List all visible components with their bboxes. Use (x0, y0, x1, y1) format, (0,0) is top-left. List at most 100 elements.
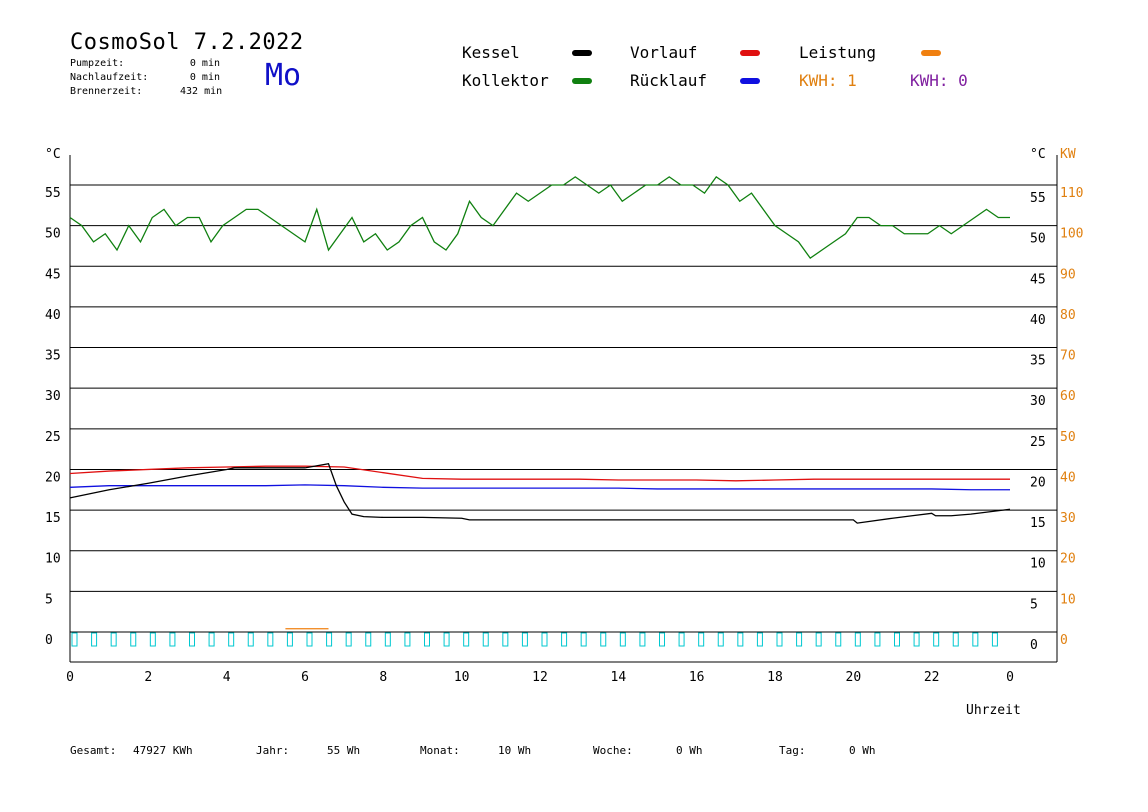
y-right-tick-label: 50 (1030, 232, 1046, 247)
stat-value: 0 min (189, 58, 220, 69)
legend-vorlauf-swatch (740, 50, 760, 56)
status-marker (384, 632, 391, 647)
y2-tick-label: 0 (1060, 633, 1068, 648)
status-marker (267, 632, 274, 647)
y2-tick-label: 60 (1060, 389, 1076, 404)
left-unit-label: °C (45, 147, 61, 162)
status-marker (639, 632, 646, 647)
y-right-tick-label: 15 (1030, 516, 1046, 531)
x-tick-label: 10 (454, 670, 470, 685)
footer-woche-value: 0 Wh (676, 744, 703, 757)
x-tick-label: 6 (301, 670, 309, 685)
y-right-tick-label: 20 (1030, 475, 1046, 490)
footer-jahr-label: Jahr: (256, 744, 290, 757)
y-tick-label: 10 (45, 552, 61, 567)
status-marker (463, 632, 470, 647)
y-right-tick-label: 5 (1030, 597, 1038, 612)
y-tick-label: 55 (45, 186, 61, 201)
series-line-kessel (69, 463, 1011, 524)
y-right-tick-label: 55 (1030, 191, 1046, 206)
x-tick-label: 8 (379, 670, 387, 685)
status-marker (208, 632, 215, 647)
status-marker (91, 632, 98, 647)
x-tick-label: 22 (924, 670, 940, 685)
y2-tick-label: 30 (1060, 511, 1076, 526)
footer-jahr-value: 55 Wh (327, 744, 361, 757)
x-axis-label: Uhrzeit (966, 703, 1021, 718)
status-marker (815, 632, 822, 647)
status-marker (345, 632, 352, 647)
stat-label: Nachlaufzeit: (70, 72, 149, 83)
status-marker (443, 632, 450, 647)
y-right-tick-label: 30 (1030, 394, 1046, 409)
status-marker (717, 632, 724, 647)
x-tick-label: 2 (144, 670, 152, 685)
status-marker (698, 632, 705, 647)
status-marker (756, 632, 763, 647)
status-marker (894, 632, 900, 647)
status-marker (71, 632, 78, 647)
legend-kwh1: KWH: 1 (799, 71, 857, 90)
status-marker (952, 632, 959, 647)
x-tick-label: 0 (66, 670, 74, 685)
y2-tick-label: 110 (1060, 186, 1083, 201)
legend-kollektor-swatch (572, 78, 592, 84)
x-tick-label: 0 (1006, 670, 1014, 685)
stat-nachlaufzeit: Nachlaufzeit: 0 min (70, 72, 220, 83)
x-tick-label: 18 (767, 670, 783, 685)
legend-leistung-label: Leistung (799, 43, 877, 62)
y-tick-label: 0 (45, 633, 53, 648)
status-marker (972, 632, 979, 647)
y2-tick-label: 90 (1060, 267, 1076, 282)
y-tick-label: 20 (45, 470, 61, 485)
legend-kessel-label: Kessel (462, 43, 520, 62)
y-right-tick-label: 40 (1030, 313, 1046, 328)
y2-tick-label: 100 (1060, 227, 1083, 242)
status-marker (247, 632, 254, 647)
y-right-tick-label: 0 (1030, 638, 1038, 653)
status-marker (228, 632, 235, 647)
footer-woche-label: Woche: (593, 744, 633, 757)
legend-kessel-swatch (572, 50, 592, 56)
y-tick-label: 35 (45, 349, 61, 364)
stat-brennerzeit: Brennerzeit: 432 min (70, 86, 222, 97)
stat-label: Pumpzeit: (70, 58, 125, 69)
footer-tag-value: 0 Wh (849, 744, 876, 757)
x-tick-label: 14 (611, 670, 627, 685)
right2-unit-label: KW (1060, 147, 1076, 162)
y-tick-label: 25 (45, 430, 61, 445)
status-marker (169, 632, 176, 647)
status-marker (600, 632, 607, 647)
y-right-tick-label: 10 (1030, 557, 1046, 572)
status-marker (189, 632, 195, 647)
status-marker (502, 632, 509, 647)
status-marker (404, 632, 411, 647)
status-marker (306, 632, 313, 647)
y2-tick-label: 40 (1060, 470, 1076, 485)
weekday-label: Mo (265, 58, 302, 93)
y-tick-label: 5 (45, 592, 53, 607)
status-marker (110, 632, 117, 647)
x-tick-label: 16 (689, 670, 705, 685)
legend-kollektor-label: Kollektor (462, 71, 549, 90)
status-marker (580, 632, 587, 647)
y-right-tick-label: 45 (1030, 272, 1046, 287)
legend-vorlauf-label: Vorlauf (630, 43, 698, 62)
y-tick-label: 15 (45, 511, 61, 526)
status-marker (619, 632, 626, 647)
status-marker (482, 632, 489, 647)
chart-title: CosmoSol 7.2.2022 (70, 30, 304, 55)
x-tick-label: 12 (532, 670, 548, 685)
status-marker (659, 632, 665, 647)
status-marker (678, 632, 685, 647)
footer-gesamt-label: Gesamt: (70, 744, 117, 757)
y2-tick-label: 70 (1060, 349, 1076, 364)
stat-label: Brennerzeit: (70, 86, 143, 97)
footer-gesamt-value: 47927 KWh (133, 744, 193, 757)
right-unit-label: °C (1030, 147, 1046, 162)
y-right-tick-label: 25 (1030, 435, 1046, 450)
footer-tag-label: Tag: (779, 744, 806, 757)
status-marker (326, 632, 333, 647)
series-line-vorlauf (69, 465, 1010, 482)
